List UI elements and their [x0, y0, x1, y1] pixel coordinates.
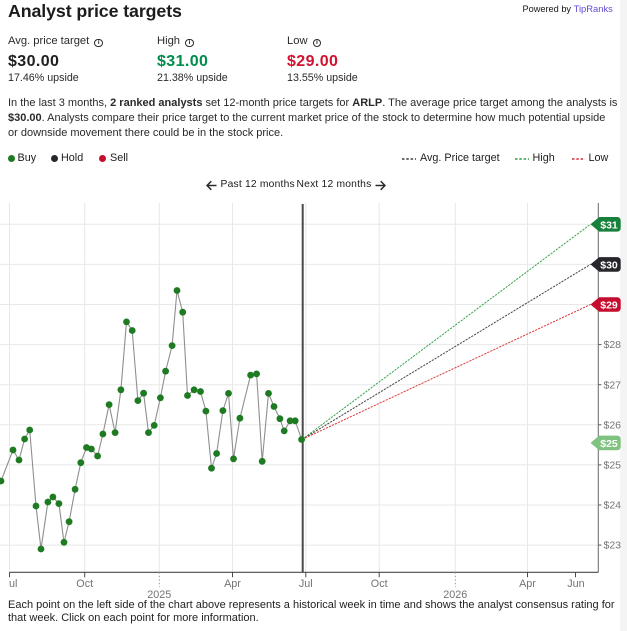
svg-text:2025: 2025 [147, 589, 171, 601]
svg-text:$30: $30 [600, 259, 618, 271]
svg-text:2026: 2026 [443, 589, 467, 601]
svg-text:Oct: Oct [371, 578, 388, 590]
svg-text:$31: $31 [600, 219, 618, 231]
svg-text:Apr: Apr [519, 578, 536, 590]
svg-text:$26: $26 [604, 419, 622, 431]
svg-text:Apr: Apr [224, 578, 241, 590]
svg-text:$27: $27 [604, 379, 622, 391]
svg-text:ul: ul [9, 578, 17, 590]
svg-text:$24: $24 [604, 500, 622, 512]
svg-text:$28: $28 [604, 339, 622, 351]
svg-text:$23: $23 [604, 540, 622, 552]
svg-text:Jul: Jul [299, 578, 313, 590]
svg-text:$25: $25 [600, 438, 618, 450]
svg-text:Oct: Oct [76, 578, 93, 590]
svg-text:$29: $29 [600, 300, 618, 312]
svg-text:$25: $25 [604, 460, 622, 472]
svg-text:Jun: Jun [567, 578, 584, 590]
